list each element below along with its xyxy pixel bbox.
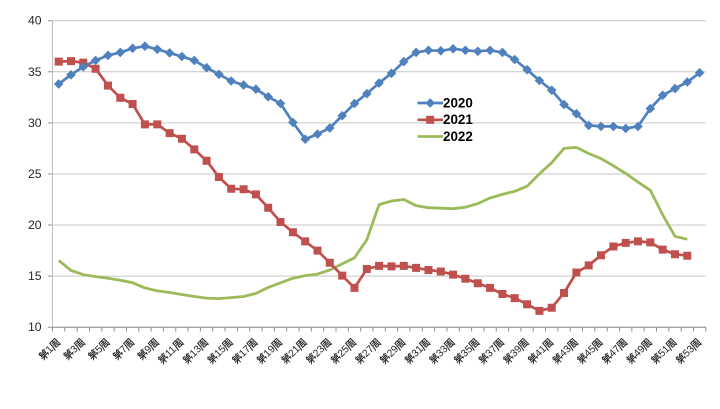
svg-text:30: 30 xyxy=(28,116,42,130)
svg-text:35: 35 xyxy=(28,65,42,79)
svg-text:2020: 2020 xyxy=(443,95,473,110)
svg-text:20: 20 xyxy=(28,218,42,232)
svg-text:40: 40 xyxy=(28,14,42,28)
svg-text:25: 25 xyxy=(28,167,42,181)
svg-text:10: 10 xyxy=(28,320,42,334)
svg-text:2021: 2021 xyxy=(443,112,473,127)
svg-text:2022: 2022 xyxy=(443,129,473,144)
svg-text:15: 15 xyxy=(28,269,42,283)
